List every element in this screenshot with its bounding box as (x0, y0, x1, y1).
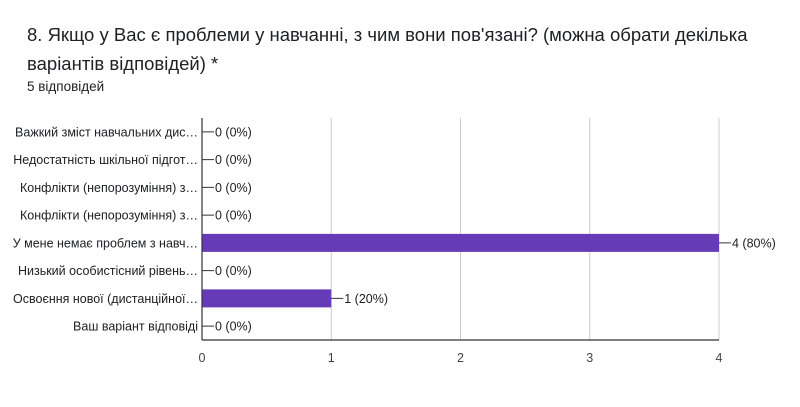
category-label: Недостатність шкільної підгот… (13, 153, 198, 167)
response-count: 5 відповідей (27, 79, 105, 94)
x-tick-label: 2 (457, 351, 464, 365)
category-label: Ваш варіант відповіді (73, 320, 198, 334)
category-label: У мене немає проблем з навч… (13, 236, 198, 250)
bar (202, 289, 332, 308)
category-label: Освоєння нової (дистанційної… (13, 292, 198, 306)
x-tick-label: 1 (328, 351, 335, 365)
data-label: 0 (0%) (215, 264, 252, 278)
data-label: 0 (0%) (215, 181, 252, 195)
x-tick-label: 3 (586, 351, 593, 365)
category-label: Конфлікти (непорозуміння) з… (20, 181, 198, 195)
data-label: 0 (0%) (215, 209, 252, 223)
data-label: 0 (0%) (215, 320, 252, 334)
question-title: 8. Якщо у Вас є проблеми у навчанні, з ч… (27, 24, 748, 74)
data-label: 0 (0%) (215, 153, 252, 167)
x-tick-label: 4 (716, 351, 723, 365)
bar (202, 233, 719, 252)
data-label: 4 (80%) (732, 236, 776, 250)
category-label: Важкий зміст навчальних дис… (15, 125, 198, 139)
x-tick-label: 0 (199, 351, 206, 365)
data-label: 1 (20%) (344, 292, 388, 306)
category-label: Конфлікти (непорозуміння) з… (20, 209, 198, 223)
category-label: Низький особистісний рівень… (18, 264, 198, 278)
data-label: 0 (0%) (215, 125, 252, 139)
